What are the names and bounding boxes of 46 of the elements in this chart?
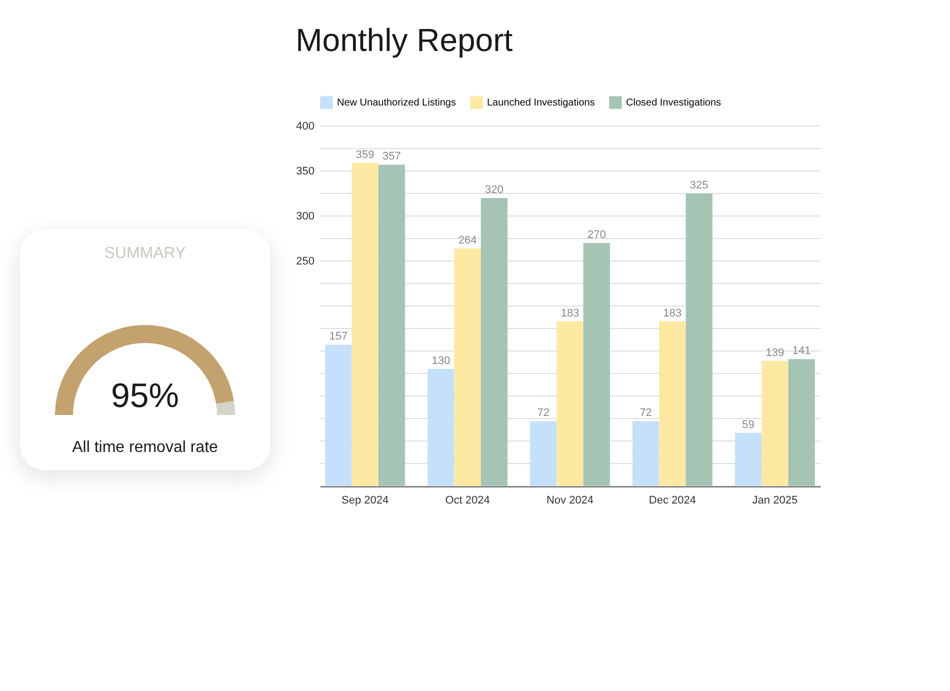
data-label: 264 [458, 234, 477, 246]
data-label: 141 [792, 345, 811, 358]
data-label: 270 [587, 229, 606, 241]
bar [352, 162, 378, 486]
data-label: 183 [560, 307, 580, 320]
data-label: 72 [537, 407, 550, 420]
legend-label: Closed Investigations [626, 98, 722, 109]
bar [762, 360, 788, 486]
x-tick-label: Sep 2024 [342, 494, 389, 506]
legend-label: Launched Investigations [487, 98, 595, 109]
data-label: 59 [742, 418, 754, 431]
data-label: 357 [382, 150, 401, 163]
bar [530, 421, 557, 486]
bar [556, 321, 584, 486]
bar [686, 194, 712, 486]
data-label: 130 [432, 355, 450, 367]
chart-title: Monthly Report [296, 22, 513, 58]
x-tick-label: Nov 2024 [546, 494, 594, 506]
data-label: 157 [329, 330, 348, 343]
data-label: 139 [766, 346, 784, 359]
chart-title: SUMMARY [104, 245, 186, 262]
x-tick-label: Oct 2024 [445, 494, 490, 506]
bar [325, 344, 352, 486]
x-tick-label: Dec 2024 [648, 494, 696, 506]
y-tick-label: 350 [296, 166, 314, 178]
bar [632, 421, 660, 486]
bar [788, 359, 815, 486]
data-label: 325 [690, 180, 708, 192]
bar [659, 321, 686, 486]
text: All time removal rate [72, 439, 218, 456]
text: 95% [110, 377, 180, 415]
legend-label: New Unauthorized Listings [337, 98, 456, 109]
bar [480, 198, 508, 486]
data-label: 320 [485, 184, 504, 196]
x-tick-label: Jan 2025 [752, 494, 798, 506]
y-tick-label: 250 [296, 256, 314, 268]
y-tick-label: 300 [296, 210, 314, 222]
y-tick-label: 400 [296, 120, 314, 132]
data-label: 72 [640, 407, 652, 420]
data-label: 359 [356, 148, 374, 161]
bar [734, 432, 762, 486]
bar [583, 243, 610, 486]
bar [454, 248, 481, 486]
bar [428, 369, 454, 486]
data-label: 183 [663, 307, 682, 320]
bar [378, 164, 406, 486]
